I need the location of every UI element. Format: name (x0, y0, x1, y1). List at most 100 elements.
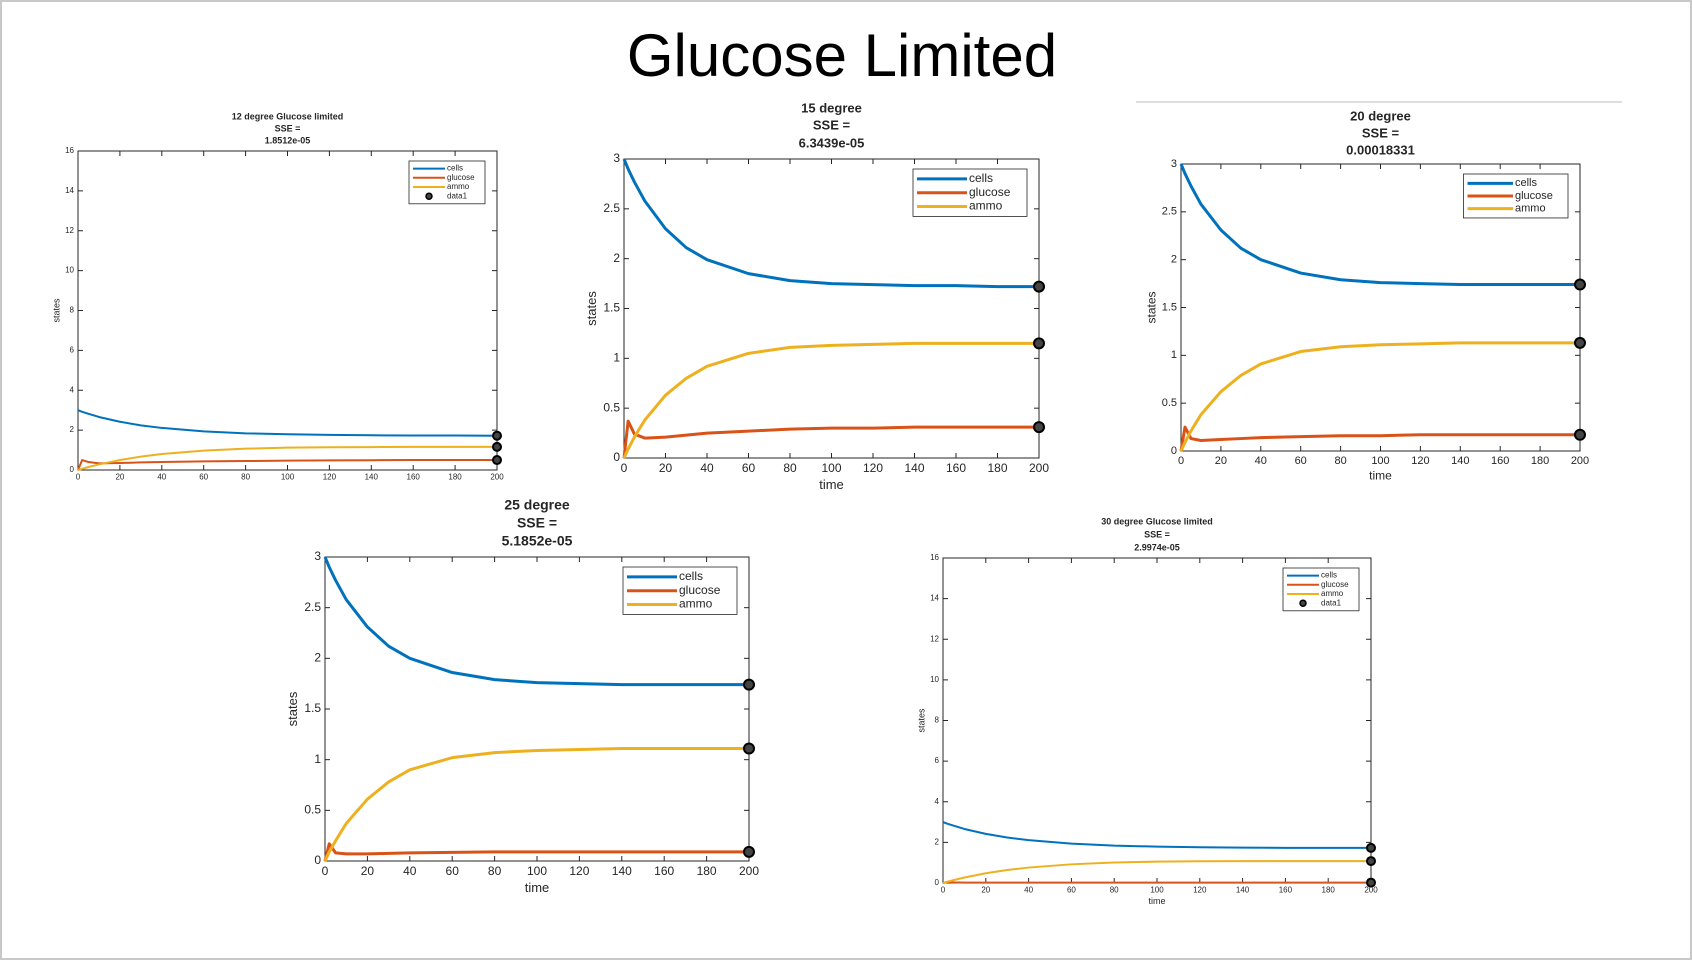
y-tick-label: 0 (613, 450, 620, 464)
y-tick-label: 0.5 (603, 400, 620, 414)
x-tick-label: 100 (527, 864, 547, 878)
legend-label: glucose (679, 583, 721, 597)
chart-title: 0.00018331 (1346, 142, 1415, 157)
x-tick-label: 120 (323, 472, 337, 481)
y-tick-label: 14 (930, 594, 939, 603)
data-marker (1033, 337, 1045, 350)
y-tick-label: 12 (930, 634, 939, 643)
legend-label: data1 (447, 191, 468, 200)
x-tick-label: 140 (612, 864, 632, 878)
x-tick-label: 80 (241, 472, 250, 481)
series-line (622, 419, 1039, 459)
y-tick-label: 4 (935, 797, 940, 806)
series-line (1179, 425, 1580, 452)
series-line (323, 747, 749, 862)
y-tick-label: 2 (70, 425, 75, 434)
y-axis-label: states (917, 708, 927, 733)
x-tick-label: 80 (488, 864, 502, 878)
x-tick-label: 200 (739, 864, 759, 878)
y-axis-label: states (285, 691, 300, 726)
series-line (1179, 163, 1580, 287)
series-line (323, 556, 749, 687)
x-tick-label: 60 (1295, 455, 1307, 467)
series-line (77, 445, 497, 471)
x-tick-label: 80 (783, 461, 797, 475)
x-tick-label: 200 (1029, 461, 1049, 475)
x-tick-label: 80 (1110, 885, 1119, 894)
x-tick-label: 20 (361, 864, 375, 878)
x-tick-label: 20 (659, 461, 673, 475)
y-tick-label: 1 (613, 351, 620, 365)
x-tick-label: 40 (403, 864, 417, 878)
y-tick-label: 0.5 (304, 803, 321, 817)
chart-title: SSE = (1362, 125, 1400, 140)
x-tick-label: 160 (407, 472, 421, 481)
series-line (323, 842, 749, 862)
y-tick-label: 1.5 (1162, 301, 1177, 313)
x-tick-label: 180 (1531, 455, 1549, 467)
x-tick-label: 20 (981, 885, 990, 894)
y-tick-label: 10 (930, 675, 939, 684)
chart-title: 2.9974e-05 (1134, 542, 1180, 552)
x-tick-label: 120 (1193, 885, 1207, 894)
y-tick-label: 0 (935, 878, 940, 887)
series-line (942, 860, 1371, 884)
chart: 12 degree Glucose limited SSE = 1.8512e-05… (52, 111, 505, 481)
legend-label: cells (969, 171, 993, 185)
y-tick-label: 2 (613, 251, 620, 265)
y-axis-label: states (1145, 291, 1159, 323)
legend-swatch (425, 192, 433, 200)
series-line (942, 821, 1371, 849)
x-tick-label: 140 (1236, 885, 1250, 894)
y-tick-label: 1 (314, 752, 321, 766)
x-tick-label: 180 (697, 864, 717, 878)
data-marker (1366, 842, 1376, 853)
legend-label: glucose (1321, 580, 1349, 589)
x-tick-label: 20 (1215, 455, 1227, 467)
x-tick-label: 40 (700, 461, 714, 475)
data-marker (1366, 877, 1376, 888)
x-tick-label: 0 (941, 885, 946, 894)
legend-label: cells (679, 569, 703, 583)
y-tick-label: 14 (65, 186, 74, 195)
y-tick-label: 0 (314, 853, 321, 867)
y-tick-label: 2 (935, 837, 940, 846)
x-tick-label: 200 (1364, 885, 1378, 894)
x-tick-label: 120 (1411, 455, 1429, 467)
x-tick-label: 40 (1255, 455, 1267, 467)
x-tick-label: 140 (1451, 455, 1469, 467)
y-tick-label: 3 (613, 151, 620, 165)
y-tick-label: 10 (65, 266, 74, 275)
series-line (622, 158, 1039, 289)
y-tick-label: 6 (935, 756, 940, 765)
data-marker (743, 845, 755, 858)
legend-label: ammo (1515, 203, 1546, 215)
data-marker (1366, 856, 1376, 867)
data-marker (492, 430, 502, 441)
x-tick-label: 20 (115, 472, 124, 481)
x-tick-label: 80 (1334, 455, 1346, 467)
y-axis-label: states (584, 291, 599, 326)
chart: 30 degree Glucose limited SSE = 2.9974e-05… (917, 516, 1379, 905)
x-tick-label: 160 (654, 864, 674, 878)
x-tick-label: 0 (76, 472, 81, 481)
x-tick-label: 180 (987, 461, 1007, 475)
x-tick-label: 140 (365, 472, 379, 481)
legend-label: ammo (679, 597, 713, 611)
legend-label: cells (447, 164, 463, 173)
legend-label: ammo (969, 199, 1003, 213)
chart-title: SSE = (517, 515, 557, 531)
data-marker (492, 455, 502, 466)
y-tick-label: 0 (70, 465, 75, 474)
x-axis-label: time (1369, 468, 1392, 482)
x-tick-label: 40 (1024, 885, 1033, 894)
y-tick-label: 2 (1171, 254, 1177, 266)
x-tick-label: 100 (1371, 455, 1389, 467)
series-line (77, 459, 497, 471)
series-line (77, 409, 498, 437)
x-tick-label: 160 (1279, 885, 1293, 894)
y-tick-label: 12 (65, 226, 74, 235)
